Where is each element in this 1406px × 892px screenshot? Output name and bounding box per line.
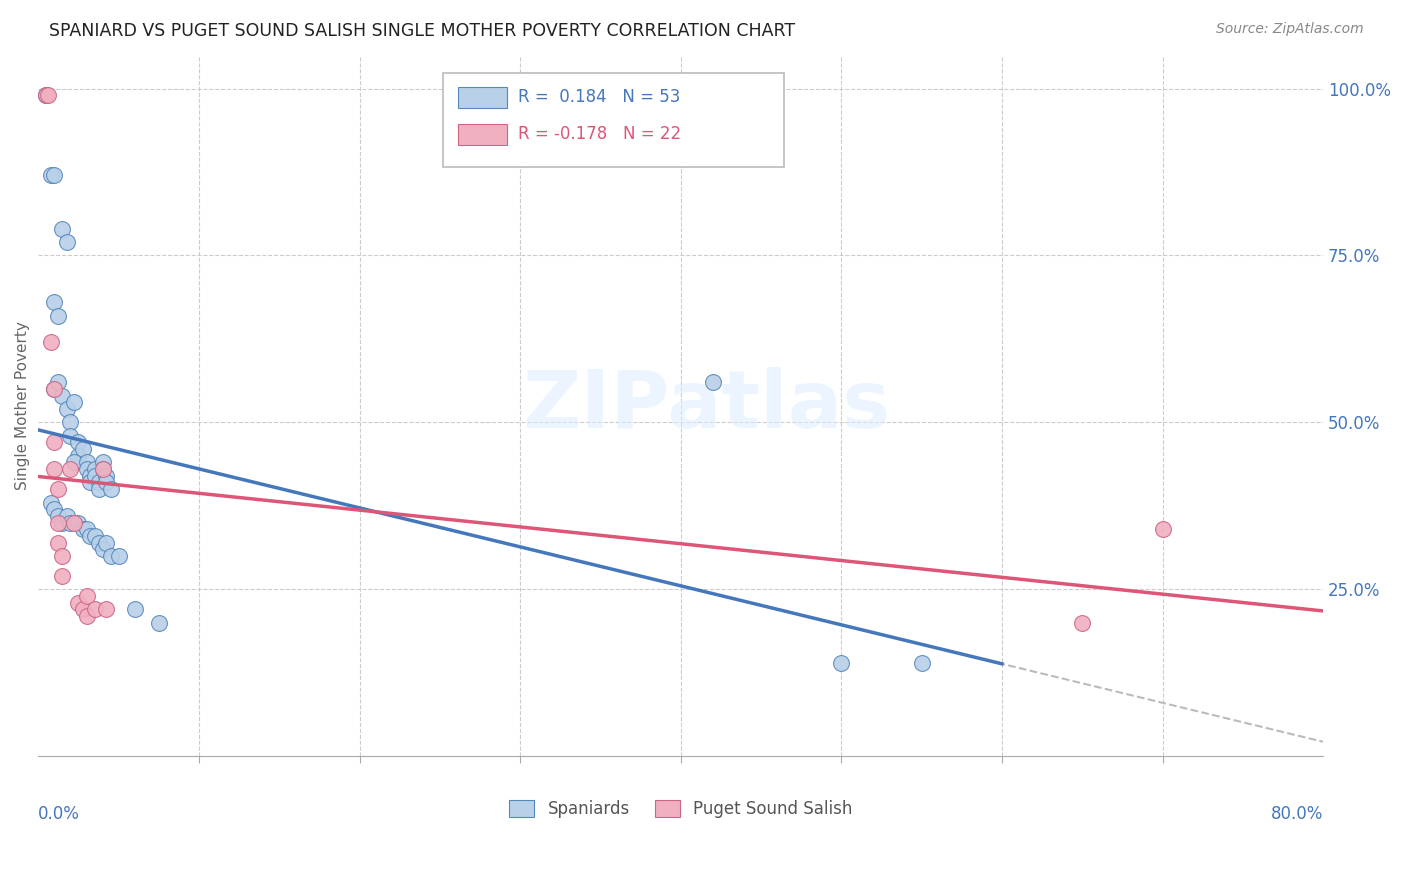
Point: [46, 535, 69, 549]
Point: [124, 602, 146, 616]
Point: [67, 596, 90, 610]
Point: [51, 516, 73, 530]
Bar: [458, 124, 508, 145]
Point: [100, 549, 122, 563]
Point: [39, 335, 62, 350]
Point: [44, 169, 66, 183]
Point: [67, 435, 90, 450]
Point: [44, 435, 66, 450]
Point: [59, 416, 82, 430]
Text: Source: ZipAtlas.com: Source: ZipAtlas.com: [1216, 22, 1364, 37]
Point: [91, 542, 114, 557]
FancyBboxPatch shape: [443, 72, 783, 168]
Point: [79, 468, 101, 483]
Point: [56, 402, 79, 417]
Point: [59, 429, 82, 443]
Point: [76, 522, 98, 536]
Point: [44, 382, 66, 396]
Point: [76, 455, 98, 469]
Point: [83, 529, 105, 543]
Point: [56, 235, 79, 249]
Point: [148, 615, 170, 630]
Point: [100, 482, 122, 496]
Point: [37, 88, 59, 103]
Point: [39, 495, 62, 509]
Bar: [458, 87, 508, 108]
Y-axis label: Single Mother Poverty: Single Mother Poverty: [15, 321, 30, 490]
Point: [79, 475, 101, 490]
Point: [46, 376, 69, 390]
Point: [67, 516, 90, 530]
Point: [830, 656, 852, 670]
Text: 0.0%: 0.0%: [38, 805, 80, 823]
Text: R =  0.184   N = 53: R = 0.184 N = 53: [517, 88, 681, 106]
Point: [35, 88, 58, 103]
Point: [702, 376, 724, 390]
Legend: Spaniards, Puget Sound Salish: Spaniards, Puget Sound Salish: [502, 794, 859, 825]
Text: 80.0%: 80.0%: [1271, 805, 1323, 823]
Point: [59, 516, 82, 530]
Point: [72, 522, 94, 536]
Point: [62, 516, 84, 530]
Point: [1152, 522, 1174, 536]
Point: [94, 475, 117, 490]
Point: [51, 569, 73, 583]
Point: [83, 462, 105, 476]
Point: [46, 482, 69, 496]
Point: [67, 449, 90, 463]
Point: [46, 309, 69, 323]
Point: [51, 549, 73, 563]
Point: [35, 88, 58, 103]
Point: [94, 602, 117, 616]
Text: SPANIARD VS PUGET SOUND SALISH SINGLE MOTHER POVERTY CORRELATION CHART: SPANIARD VS PUGET SOUND SALISH SINGLE MO…: [49, 22, 796, 40]
Point: [46, 508, 69, 523]
Point: [72, 442, 94, 456]
Point: [44, 295, 66, 310]
Point: [91, 462, 114, 476]
Point: [76, 462, 98, 476]
Text: R = -0.178   N = 22: R = -0.178 N = 22: [517, 126, 681, 144]
Point: [72, 602, 94, 616]
Point: [44, 462, 66, 476]
Point: [76, 589, 98, 603]
Point: [911, 656, 934, 670]
Point: [62, 395, 84, 409]
Point: [94, 468, 117, 483]
Point: [46, 516, 69, 530]
Point: [35, 88, 58, 103]
Point: [39, 169, 62, 183]
Point: [89, 475, 111, 490]
Point: [76, 609, 98, 624]
Point: [51, 389, 73, 403]
Point: [83, 602, 105, 616]
Point: [1071, 615, 1094, 630]
Point: [107, 549, 129, 563]
Point: [94, 535, 117, 549]
Point: [44, 502, 66, 516]
Point: [44, 382, 66, 396]
Point: [51, 221, 73, 235]
Point: [56, 508, 79, 523]
Text: ZIPatlas: ZIPatlas: [522, 367, 890, 445]
Point: [79, 529, 101, 543]
Point: [89, 482, 111, 496]
Point: [83, 468, 105, 483]
Point: [89, 535, 111, 549]
Point: [91, 455, 114, 469]
Point: [62, 455, 84, 469]
Point: [59, 462, 82, 476]
Point: [91, 462, 114, 476]
